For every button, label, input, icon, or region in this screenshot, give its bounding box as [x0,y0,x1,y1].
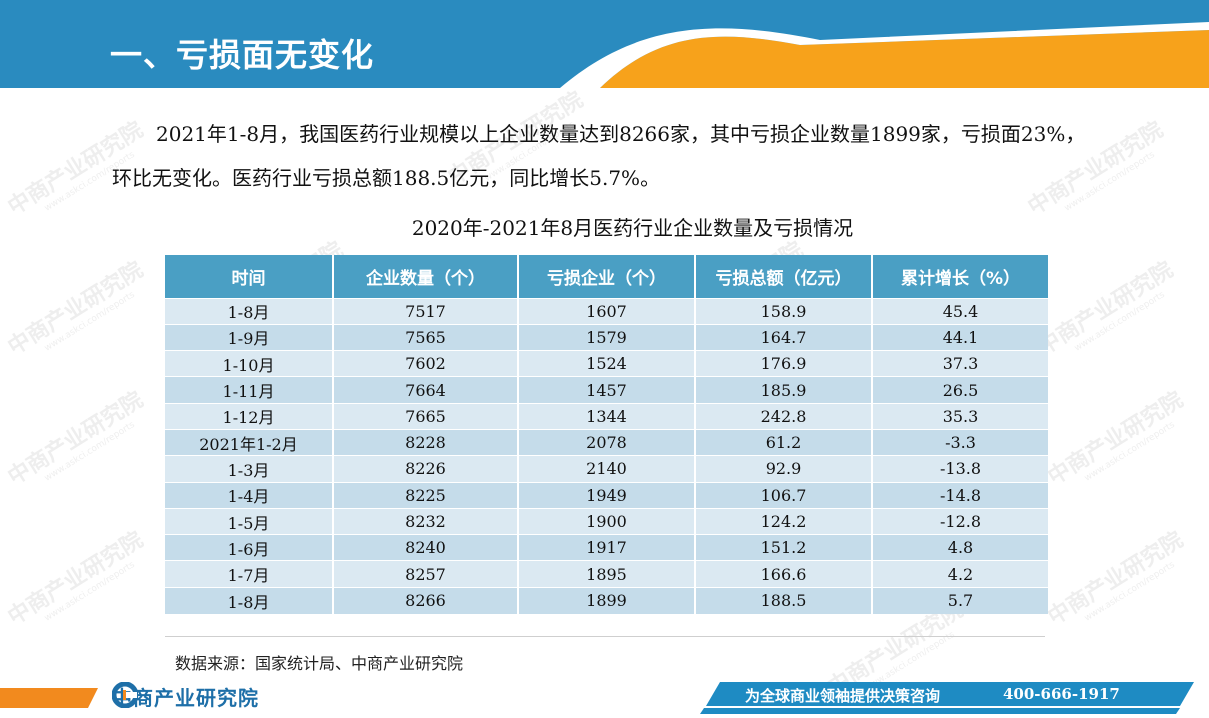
table-cell: 164.7 [695,323,873,351]
table-cell: 124.2 [695,507,873,535]
table-cell: 2021年1-2月 [165,428,334,456]
table-cell: 37.3 [872,350,1048,377]
table-cell: 242.8 [695,402,873,430]
table-row: 1-4月 8225 1949 106.7 -14.8 [165,481,1048,509]
table-cell: 8225 [333,481,519,509]
table-cell: 1899 [518,586,696,614]
table-cell: 4.8 [872,534,1048,561]
table-cell: 2078 [518,428,696,456]
table-cell: 1917 [518,534,696,561]
table-cell: 5.7 [872,586,1048,614]
page-title: 一、亏损面无变化 [110,36,375,74]
table-cell: 8232 [333,507,519,535]
table-cell: 1-5月 [165,507,334,535]
table-cell: 7517 [333,297,519,325]
table-cell: 151.2 [695,534,873,561]
table-cell: 8257 [333,560,519,588]
column-header-enterprise-count: 企业数量（个） [333,255,519,298]
column-header-cumulative-growth: 累计增长（%） [872,255,1048,298]
table-row: 1-10月 7602 1524 176.9 37.3 [165,350,1048,377]
header-background [0,0,1209,88]
table-cell: 35.3 [872,402,1048,430]
table-cell: 8228 [333,428,519,456]
table-row: 1-3月 8226 2140 92.9 -13.8 [165,455,1048,483]
table-cell: 1-12月 [165,402,334,430]
footer-phone: 400-666-1917 [1003,685,1120,703]
table-row: 1-9月 7565 1579 164.7 44.1 [165,323,1048,351]
table-cell: 1-4月 [165,481,334,509]
table-cell: 7664 [333,376,519,404]
table-cell: 2140 [518,455,696,483]
table-cell: 7565 [333,323,519,351]
divider [165,636,1045,637]
intro-paragraph: 2021年1-8月，我国医药行业规模以上企业数量达到8266家，其中亏损企业数量… [112,122,1086,190]
table-cell: 1-11月 [165,376,334,404]
table-cell: -14.8 [872,481,1048,509]
table-row: 2021年1-2月 8228 2078 61.2 -3.3 [165,428,1048,456]
table-row: 1-5月 8232 1900 124.2 -12.8 [165,507,1048,535]
table-cell: 26.5 [872,376,1048,404]
table-cell: 158.9 [695,297,873,325]
company-logo: 中商产业研究院 [112,682,259,711]
header-banner: 一、亏损面无变化 [0,0,1209,88]
table-cell: 188.5 [695,586,873,614]
footer-bar: 中商产业研究院 为全球商业领袖提供决策咨询 400-666-1917 [0,680,1209,718]
table-cell: 1-8月 [165,297,334,325]
column-header-loss-enterprises: 亏损企业（个） [518,255,696,298]
table-cell: -3.3 [872,428,1048,456]
table-cell: 1-10月 [165,350,334,377]
table-cell: 106.7 [695,481,873,509]
table-cell: 1579 [518,323,696,351]
table-cell: 166.6 [695,560,873,588]
footer-slogan: 为全球商业领袖提供决策咨询 [745,687,941,705]
table-cell: 185.9 [695,376,873,404]
table-row: 1-7月 8257 1895 166.6 4.2 [165,560,1048,588]
table-row: 1-12月 7665 1344 242.8 35.3 [165,402,1048,430]
data-table: 时间 企业数量（个） 亏损企业（个） 亏损总额（亿元） 累计增长（%） 1-8月… [165,255,1048,614]
table-cell: 61.2 [695,428,873,456]
table-cell: 1895 [518,560,696,588]
table-cell: -13.8 [872,455,1048,483]
table-row: 1-8月 8266 1899 188.5 5.7 [165,586,1048,614]
logo-mark-icon [112,682,138,708]
table-cell: 1-9月 [165,323,334,351]
table-cell: 176.9 [695,350,873,377]
table-cell: 1-7月 [165,560,334,588]
table-header-row: 时间 企业数量（个） 亏损企业（个） 亏损总额（亿元） 累计增长（%） [165,255,1048,298]
table-cell: 1-6月 [165,534,334,561]
table-cell: 1524 [518,350,696,377]
table-cell: 1-8月 [165,586,334,614]
table-cell: 1457 [518,376,696,404]
data-source-note: 数据来源：国家统计局、中商产业研究院 [175,654,464,673]
table-cell: 8266 [333,586,519,614]
table-cell: 44.1 [872,323,1048,351]
table-row: 1-6月 8240 1917 151.2 4.8 [165,534,1048,561]
table-cell: 4.2 [872,560,1048,588]
table-cell: 1607 [518,297,696,325]
table-cell: -12.8 [872,507,1048,535]
column-header-period: 时间 [165,255,334,298]
table-cell: 92.9 [695,455,873,483]
table-title: 2020年-2021年8月医药行业企业数量及亏损情况 [411,216,854,240]
table-cell: 1-3月 [165,455,334,483]
column-header-total-loss: 亏损总额（亿元） [695,255,873,298]
table-cell: 1949 [518,481,696,509]
table-cell: 45.4 [872,297,1048,325]
table-cell: 7665 [333,402,519,430]
table-cell: 1900 [518,507,696,535]
table-cell: 7602 [333,350,519,377]
table-row: 1-11月 7664 1457 185.9 26.5 [165,376,1048,404]
table-cell: 1344 [518,402,696,430]
footer-background [0,682,1194,714]
table-cell: 8240 [333,534,519,561]
table-row: 1-8月 7517 1607 158.9 45.4 [165,297,1048,325]
table-cell: 8226 [333,455,519,483]
